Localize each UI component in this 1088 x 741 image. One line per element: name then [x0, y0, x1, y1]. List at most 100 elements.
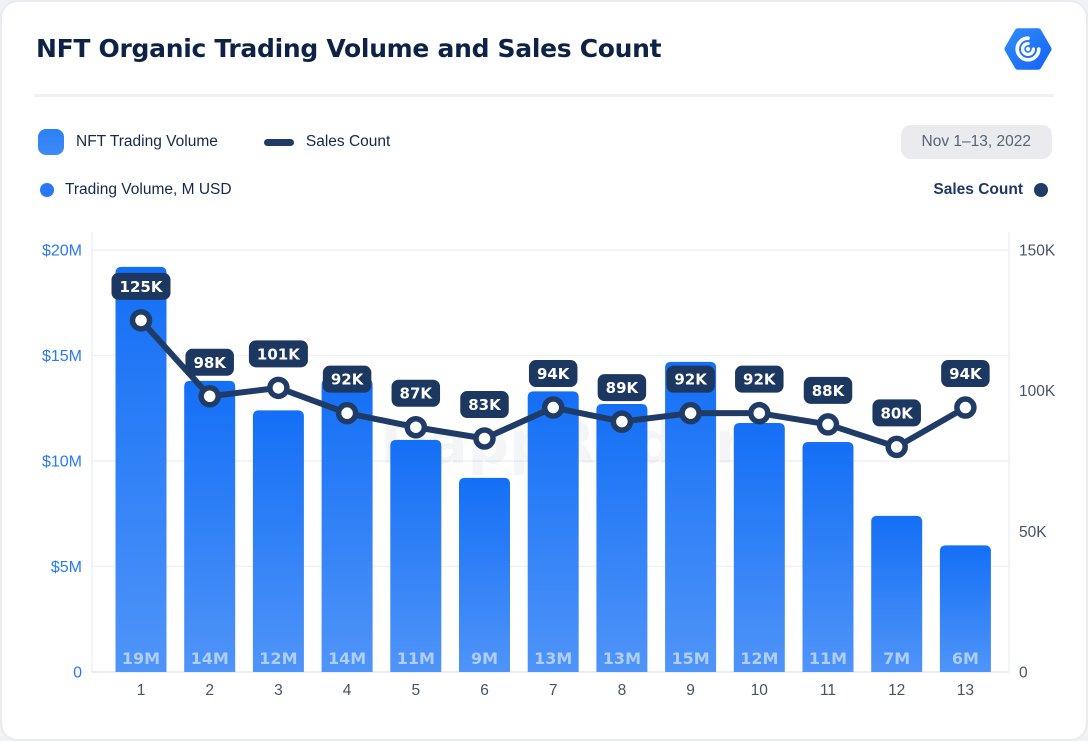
x-axis-label: 4: [343, 682, 352, 699]
sales-label-box-12: [872, 399, 921, 427]
sales-point-3[interactable]: [267, 376, 290, 400]
x-axis-label: 6: [480, 682, 489, 699]
sales-label-text: 80K: [880, 404, 914, 422]
bar-day-4[interactable]: [321, 378, 373, 672]
sales-point-2[interactable]: [198, 385, 221, 408]
right-axis-tick: 0: [1019, 665, 1028, 682]
sales-point-6[interactable]: [473, 427, 496, 450]
bar-value-label: 13M: [603, 649, 641, 668]
x-axis-label: 13: [957, 682, 974, 699]
header-divider: [34, 94, 1054, 97]
sales-label-box-1: [111, 272, 171, 300]
sales-point-8[interactable]: [610, 410, 634, 433]
sales-point-10[interactable]: [748, 401, 771, 425]
sales-label-text: 92K: [674, 371, 708, 389]
bar-day-3[interactable]: [252, 410, 304, 672]
sales-axis-label: Sales Count: [933, 181, 1023, 198]
dappradar-logo[interactable]: [1004, 24, 1052, 79]
sales-label-box-13: [941, 360, 990, 388]
bar-value-label: 9M: [471, 649, 498, 668]
sales-label-box-11: [803, 376, 853, 404]
sales-label-box-9: [666, 365, 715, 393]
bar-value-label: 11M: [809, 649, 847, 668]
left-axis-tick: $20M: [42, 243, 82, 260]
sales-label-text: 94K: [537, 365, 571, 383]
sales-point-13[interactable]: [954, 396, 977, 419]
right-axis-tick: 50K: [1019, 524, 1047, 541]
sales-label-box-6: [460, 390, 509, 418]
bar-value-label: 19M: [122, 649, 160, 668]
sales-label-text: 87K: [400, 385, 434, 403]
bar-value-label: 14M: [328, 649, 366, 668]
sales-label-box-3: [248, 340, 308, 368]
x-axis-label: 11: [820, 682, 836, 699]
x-axis-label: 2: [205, 682, 214, 699]
sales-point-1[interactable]: [129, 309, 153, 332]
sales-legend-label: Sales Count: [305, 133, 391, 150]
sales-label-text: 98K: [193, 354, 227, 372]
left-axis-tick: $5M: [51, 559, 82, 576]
bar-day-13[interactable]: [939, 545, 991, 672]
x-axis-label: 7: [549, 682, 558, 699]
x-axis-label: 5: [411, 682, 420, 699]
dappradar-logo-icon: [1004, 28, 1052, 70]
bar-day-2[interactable]: [184, 380, 236, 672]
sales-label-box-2: [185, 348, 234, 376]
combo-chart: $20M$15M$10M$5M0150K100K50K0DappRadar19M…: [42, 232, 1056, 699]
volume-legend-label: NFT Trading Volume: [76, 133, 218, 150]
volume-axis-label: Trading Volume, M USD: [65, 181, 232, 198]
axis-labels-row: Trading Volume, M USD Sales Count: [40, 178, 1048, 202]
date-range-badge: Nov 1–13, 2022: [900, 125, 1052, 159]
bar-day-11[interactable]: [802, 442, 854, 672]
legend-row: NFT Trading Volume Sales Count Nov 1–13,…: [38, 123, 1052, 161]
x-axis-label: 3: [274, 682, 283, 699]
sales-label-text: 92K: [331, 371, 365, 389]
sales-label-text: 92K: [743, 371, 777, 389]
bar-value-label: 13M: [534, 649, 572, 668]
sales-point-7[interactable]: [541, 396, 565, 419]
sales-label-text: 89K: [606, 379, 640, 397]
bar-value-label: 11M: [397, 649, 435, 668]
sales-label-text: 94K: [949, 365, 983, 383]
x-axis-label: 8: [618, 682, 627, 699]
sales-label-box-4: [322, 365, 372, 393]
page-title: NFT Organic Trading Volume and Sales Cou…: [36, 34, 662, 63]
sales-label-text: 101K: [257, 345, 301, 363]
sales-point-12[interactable]: [885, 435, 908, 459]
bar-day-12[interactable]: [871, 515, 923, 672]
bar-day-5[interactable]: [390, 439, 442, 672]
sales-point-5[interactable]: [404, 415, 428, 439]
bar-value-label: 14M: [191, 649, 229, 668]
sales-label-text: 88K: [812, 382, 846, 400]
bar-day-8[interactable]: [596, 404, 648, 672]
bar-value-label: 12M: [740, 649, 778, 668]
bar-value-label: 15M: [672, 649, 710, 668]
bar-day-10[interactable]: [733, 423, 785, 672]
sales-axis-dot-icon: [1034, 183, 1048, 197]
volume-legend-swatch[interactable]: [38, 129, 64, 155]
sales-label-text: 83K: [468, 396, 502, 414]
right-axis-tick: 150K: [1019, 243, 1056, 260]
bar-day-7[interactable]: [527, 391, 579, 672]
left-axis-tick: $10M: [42, 454, 82, 471]
left-axis-tick: $15M: [42, 348, 82, 365]
x-axis-label: 9: [686, 682, 695, 699]
left-axis-tick: 0: [73, 665, 82, 682]
bar-value-label: 7M: [883, 649, 910, 668]
bar-day-1[interactable]: [115, 266, 167, 672]
bar-day-9[interactable]: [665, 361, 717, 672]
sales-point-4[interactable]: [335, 401, 359, 425]
sales-label-text: 125K: [120, 278, 164, 296]
x-axis-label: 10: [751, 682, 769, 699]
bar-value-label: 12M: [259, 649, 297, 668]
x-axis-label: 12: [888, 682, 905, 699]
right-axis-tick: 100K: [1019, 383, 1056, 400]
volume-axis-dot-icon: [40, 183, 54, 197]
sales-point-9[interactable]: [679, 401, 702, 425]
sales-legend-swatch[interactable]: [263, 138, 294, 146]
sales-point-11[interactable]: [816, 413, 840, 436]
sales-label-box-5: [391, 379, 441, 407]
bar-day-6[interactable]: [459, 477, 510, 672]
bar-value-label: 6M: [952, 649, 979, 668]
